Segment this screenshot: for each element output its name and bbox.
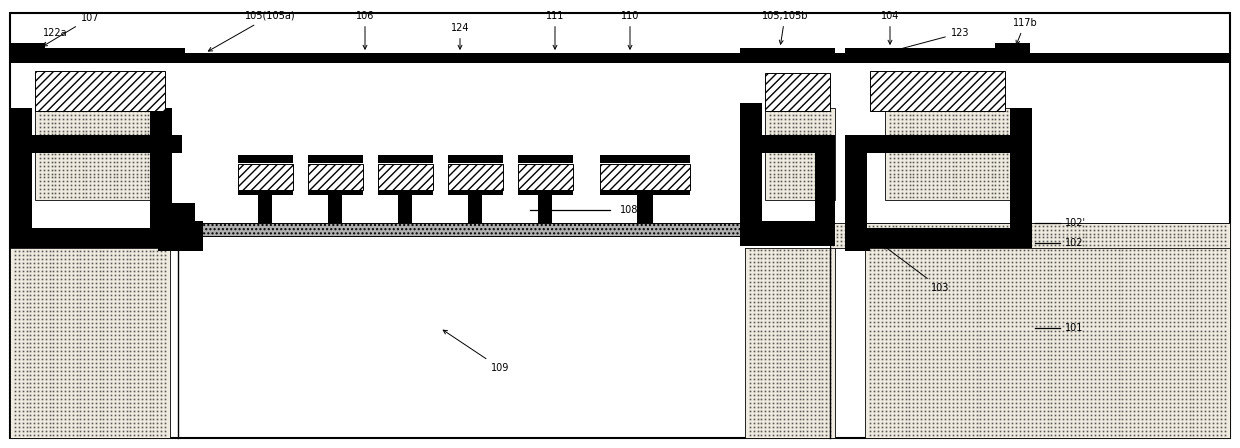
Text: 123: 123: [889, 28, 970, 53]
Bar: [740, 103, 763, 243]
Bar: [10, 108, 32, 248]
Text: 122a: 122a: [37, 28, 67, 50]
Bar: [258, 195, 272, 223]
Bar: [377, 164, 433, 190]
Bar: [517, 190, 573, 195]
Bar: [238, 164, 293, 190]
Bar: [448, 155, 502, 163]
Bar: [538, 195, 552, 223]
Text: 108: 108: [620, 205, 639, 215]
Bar: [238, 155, 293, 163]
Text: 102: 102: [1065, 238, 1084, 248]
Bar: [10, 248, 170, 438]
Bar: [150, 108, 172, 135]
Bar: [377, 190, 433, 195]
Bar: [10, 48, 185, 63]
Bar: [600, 155, 689, 163]
Text: 106: 106: [356, 11, 374, 49]
Text: 105;105b: 105;105b: [761, 11, 808, 44]
Text: 109: 109: [443, 330, 510, 373]
Bar: [637, 195, 653, 223]
Text: 105(105a): 105(105a): [208, 11, 295, 51]
Bar: [448, 190, 502, 195]
Bar: [844, 153, 867, 248]
Bar: [745, 223, 1230, 248]
Bar: [10, 228, 195, 248]
Bar: [844, 228, 1025, 248]
Bar: [844, 228, 870, 251]
Bar: [765, 73, 830, 111]
Bar: [994, 43, 1030, 53]
Bar: [745, 223, 835, 438]
Bar: [35, 108, 165, 200]
Bar: [35, 71, 165, 111]
Bar: [179, 223, 830, 248]
Bar: [765, 108, 835, 200]
Bar: [600, 164, 689, 190]
Bar: [157, 221, 203, 251]
Bar: [517, 164, 573, 190]
Bar: [467, 195, 482, 223]
Bar: [238, 190, 293, 195]
Bar: [10, 135, 182, 153]
Text: 111: 111: [546, 11, 564, 49]
Bar: [844, 48, 1030, 63]
Bar: [10, 43, 45, 53]
Text: 107: 107: [43, 13, 99, 46]
Bar: [600, 190, 689, 195]
Bar: [870, 71, 1004, 111]
Bar: [329, 195, 342, 223]
Bar: [150, 203, 195, 228]
Bar: [740, 223, 835, 243]
Bar: [740, 221, 835, 246]
Bar: [740, 228, 763, 243]
Bar: [1011, 108, 1032, 248]
Bar: [844, 135, 1030, 153]
Text: 102': 102': [1065, 218, 1086, 228]
Bar: [179, 223, 830, 236]
Bar: [815, 148, 835, 243]
Bar: [740, 48, 835, 63]
Bar: [377, 155, 433, 163]
Text: 110: 110: [621, 11, 639, 49]
Text: 103: 103: [883, 246, 949, 293]
Bar: [866, 223, 1230, 438]
Bar: [398, 195, 412, 223]
Bar: [517, 155, 573, 163]
Text: 101: 101: [1065, 323, 1084, 333]
Bar: [308, 155, 362, 163]
Bar: [10, 53, 1230, 63]
Text: 124: 124: [451, 23, 469, 49]
Text: 104: 104: [880, 11, 899, 44]
Text: 117b: 117b: [1013, 18, 1038, 44]
Bar: [150, 153, 172, 248]
Bar: [308, 164, 362, 190]
Bar: [308, 190, 362, 195]
Bar: [885, 108, 1021, 200]
Bar: [740, 135, 835, 153]
Bar: [448, 164, 502, 190]
